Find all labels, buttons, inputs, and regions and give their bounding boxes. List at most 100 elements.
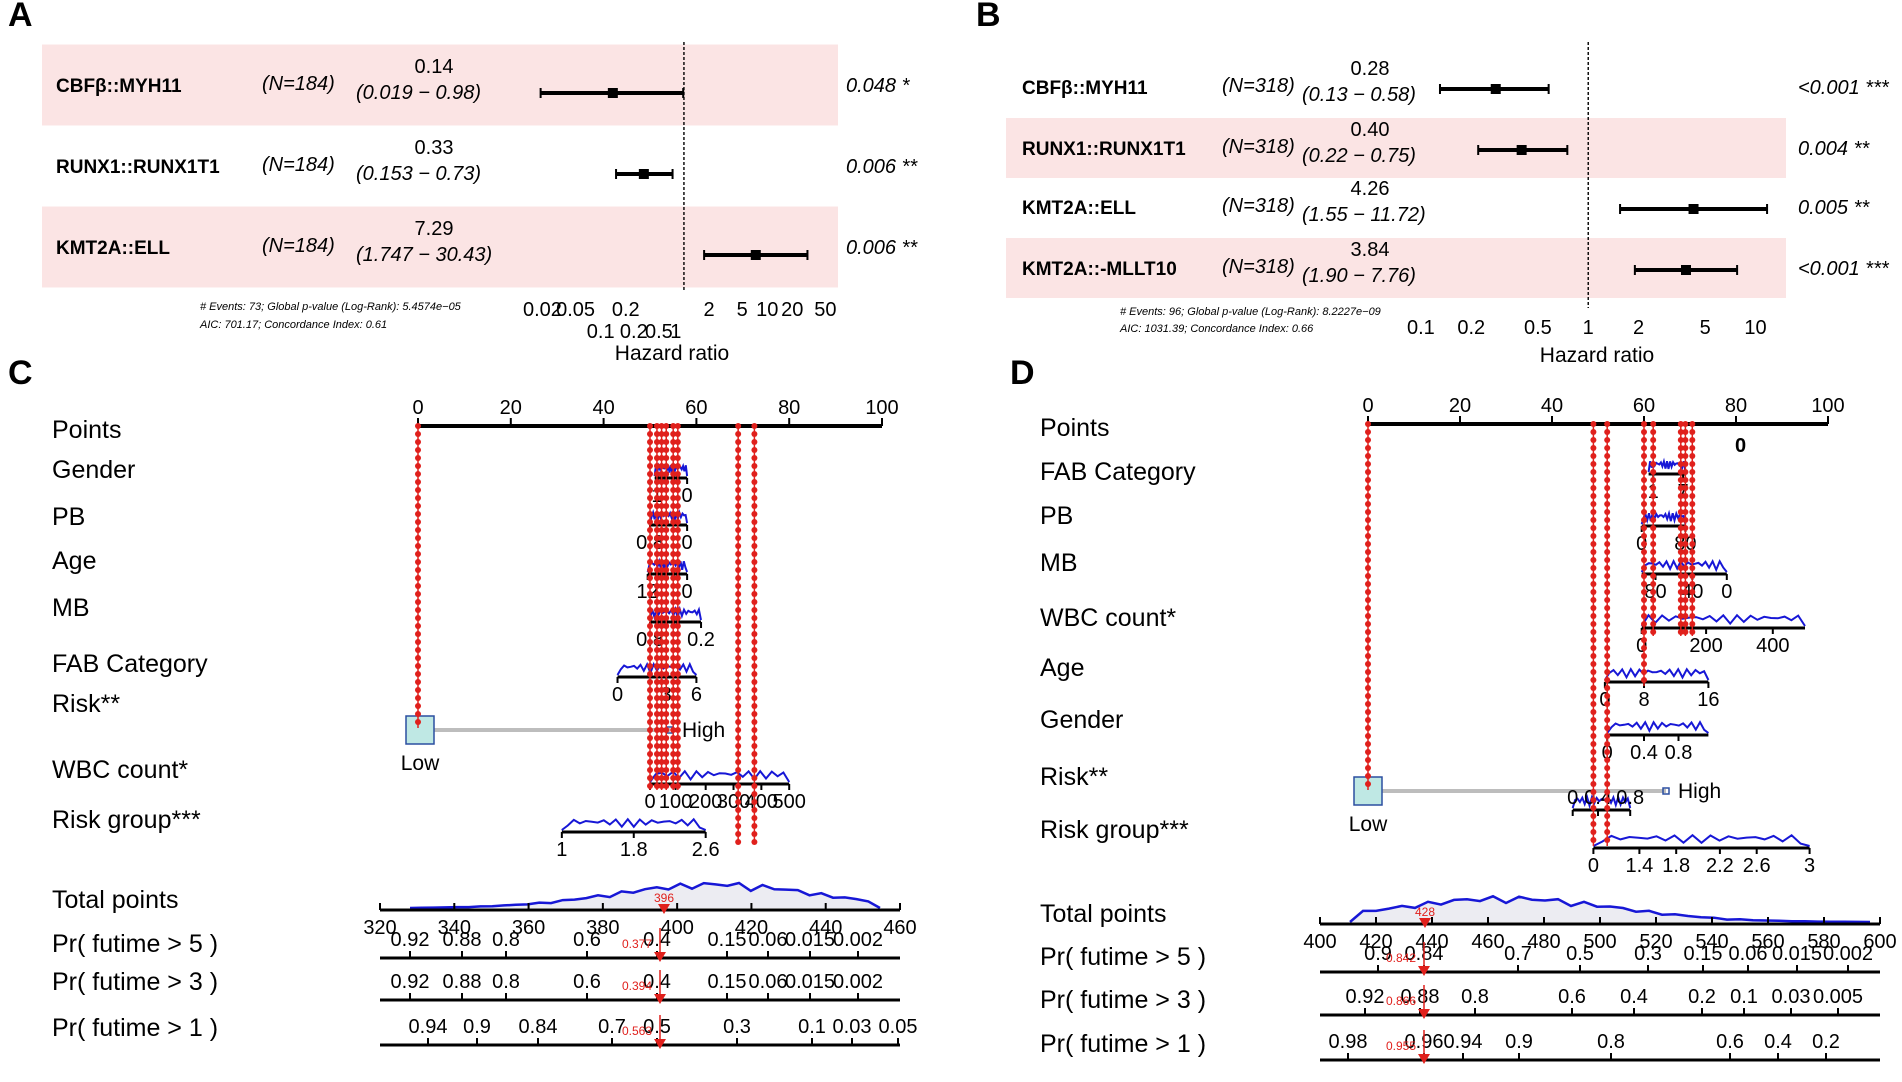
forest-hr-label: 3.84	[1351, 239, 1390, 261]
nomogram-selection-dot	[415, 719, 421, 725]
nomogram-points-tick-label: 40	[1541, 395, 1563, 417]
panel-label-a: A	[8, 0, 33, 34]
forest-p-value: <0.001 ***	[1798, 77, 1890, 99]
nomogram-selection-dot	[1365, 501, 1371, 507]
nomogram-selection-dot	[735, 511, 742, 517]
nomogram-selection-dot	[653, 727, 660, 733]
nomogram-selection-dot	[751, 447, 758, 453]
nomogram-selection-dot	[674, 695, 681, 701]
nomogram-variable-tick-label: 1.4	[1625, 855, 1653, 877]
nomogram-selection-dot	[670, 519, 677, 525]
nomogram-selection-dot	[735, 743, 742, 749]
nomogram-selection-dot	[647, 663, 653, 669]
nomogram-selection-dot	[663, 527, 670, 533]
nomogram-points-tick-label: 80	[1725, 395, 1747, 417]
nomogram-selection-dot	[663, 447, 670, 453]
nomogram-selection-dot	[670, 727, 677, 733]
nomogram-selection-dot	[751, 807, 758, 813]
nomogram-selection-dot	[658, 719, 665, 725]
nomogram-selection-dot	[647, 543, 653, 549]
nomogram-selection-dot	[751, 791, 758, 797]
nomogram-selection-dot	[674, 567, 681, 573]
nomogram-selection-dot	[1689, 549, 1696, 555]
nomogram-selection-dot	[1682, 557, 1689, 563]
nomogram-selection-dot	[735, 583, 742, 589]
nomogram-selection-dot	[1641, 605, 1647, 611]
nomogram-selection-dot	[658, 655, 665, 661]
nomogram-selection-dot	[653, 583, 660, 589]
nomogram-variable-tick-label: 100	[659, 791, 692, 813]
nomogram-selection-dot	[1650, 445, 1657, 451]
forest-n-label: (N=318)	[1222, 195, 1295, 217]
nomogram-selection-dot	[1677, 517, 1684, 523]
nomogram-selection-dot	[1365, 541, 1371, 547]
nomogram-probability-tick-label: 0.015	[785, 929, 835, 951]
nomogram-selection-dot	[751, 831, 758, 837]
nomogram-selection-dot	[670, 783, 677, 789]
nomogram-selection-dot	[1641, 533, 1647, 539]
nomogram-row-label: Age	[52, 547, 96, 575]
nomogram-variable-tick-label: 6	[691, 684, 702, 706]
nomogram-row-label: Age	[1040, 654, 1084, 682]
nomogram-selection-dot	[1641, 629, 1647, 635]
nomogram-selection-dot	[674, 687, 681, 693]
nomogram-selection-dot	[1590, 629, 1597, 635]
forest-hr-point	[1516, 145, 1527, 155]
nomogram-selection-dot	[1590, 765, 1597, 771]
nomogram-variable-tick-label: 0	[682, 532, 693, 554]
nomogram-selection-dot	[674, 655, 681, 661]
nomogram-selection-dot	[663, 479, 670, 485]
nomogram-selection-dot	[670, 455, 677, 461]
nomogram-selection-dot	[674, 511, 681, 517]
nomogram-selection-dot	[751, 567, 758, 573]
nomogram-selection-dot	[1590, 581, 1597, 587]
nomogram-selection-dot	[1689, 485, 1696, 491]
nomogram-selection-dot	[670, 623, 677, 629]
nomogram-selection-dot	[1689, 453, 1696, 459]
nomogram-selection-dot	[670, 487, 677, 493]
nomogram-selection-dot	[415, 583, 421, 589]
nomogram-selection-dot	[1641, 469, 1647, 475]
nomogram-selection-dot	[1590, 429, 1597, 435]
forest-plot-b: CBFβ::MYH11 (N=318)0.28(0.13 − 0.58) <0.00…	[1006, 42, 1890, 367]
nomogram-row-label: Pr( futime > 3 )	[52, 968, 218, 996]
nomogram-selection-dot	[1677, 565, 1684, 571]
nomogram-variable-tick-label: 0	[644, 791, 655, 813]
nomogram-selection-dot	[735, 719, 742, 725]
nomogram-selection-dot	[1590, 749, 1597, 755]
forest-x-label: Hazard ratio	[1540, 344, 1654, 367]
nomogram-total-density-fill	[410, 883, 880, 908]
forest-variable-label: CBFβ::MYH11	[1022, 78, 1148, 99]
nomogram-selection-dot	[670, 543, 677, 549]
nomogram-selection-dot	[1604, 765, 1611, 771]
nomogram-selection-dot	[1682, 613, 1689, 619]
nomogram-selection-dot	[1689, 429, 1696, 435]
nomogram-variable-tick-label: 8	[1638, 689, 1649, 711]
nomogram-selection-dot	[751, 439, 758, 445]
nomogram-selection-dot	[663, 767, 670, 773]
forest-row-shade	[42, 206, 838, 288]
nomogram-variable-tick-label: 1	[556, 839, 567, 861]
forest-tick-label: 0.5	[645, 321, 673, 343]
forest-p-value: 0.048 *	[846, 75, 911, 97]
forest-tick-label: 0.5	[1524, 317, 1552, 339]
nomogram-variable-tick-label: 1.8	[1662, 855, 1690, 877]
nomogram-selection-dot	[1682, 421, 1689, 427]
nomogram-probability-tick-label: 0.88	[1401, 986, 1440, 1008]
nomogram-probability-tick-label: 0.3	[1634, 943, 1662, 965]
nomogram-selection-dot	[735, 599, 742, 605]
nomogram-selection-dot	[658, 511, 665, 517]
nomogram-selection-dot	[735, 607, 742, 613]
nomogram-selection-dot	[1682, 477, 1689, 483]
nomogram-selection-dot	[735, 663, 742, 669]
forest-variable-label: CBFβ::MYH11	[56, 76, 182, 97]
nomogram-density-curve	[561, 817, 707, 831]
nomogram-selection-dot	[735, 431, 742, 437]
nomogram-selection-dot	[1677, 461, 1684, 467]
nomogram-selection-dot	[1689, 573, 1696, 579]
nomogram-selection-dot	[1590, 469, 1597, 475]
nomogram-selection-dot	[1604, 725, 1611, 731]
forest-n-label: (N=318)	[1222, 75, 1295, 97]
nomogram-selection-dot	[735, 559, 742, 565]
forest-x-label: Hazard ratio	[615, 342, 729, 365]
